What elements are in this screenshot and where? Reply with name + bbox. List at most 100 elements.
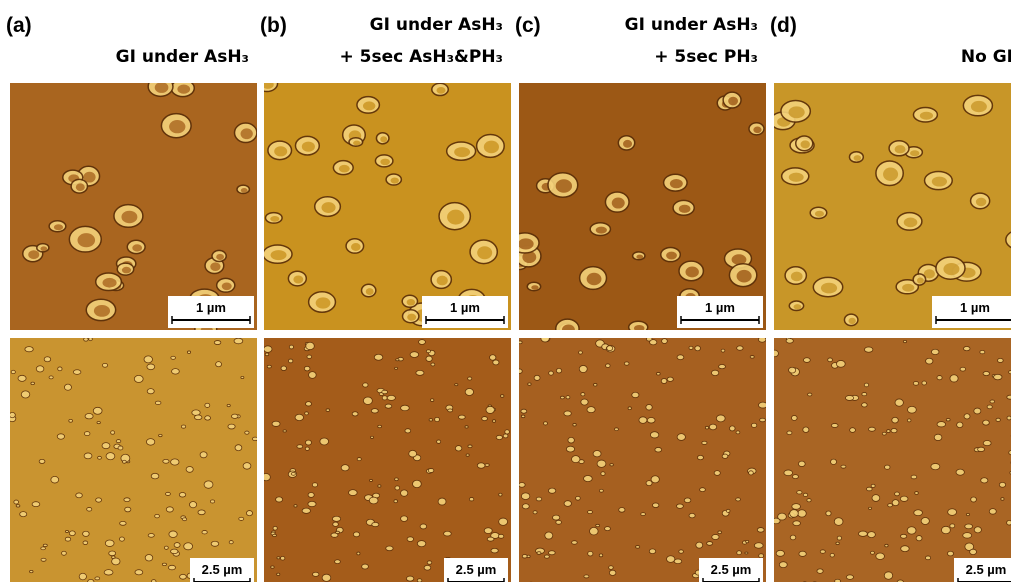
island <box>966 513 969 515</box>
island <box>336 531 340 533</box>
island <box>120 537 125 541</box>
island <box>179 492 185 497</box>
island <box>465 426 468 428</box>
island <box>978 447 985 451</box>
island <box>1007 416 1011 420</box>
island <box>746 540 749 542</box>
afm-image: 2.5 µm <box>9 337 258 582</box>
island <box>85 414 93 419</box>
island <box>112 558 120 565</box>
island <box>164 546 168 549</box>
island <box>276 497 283 502</box>
island-core <box>728 97 738 106</box>
island <box>134 375 143 382</box>
island-core <box>791 272 803 282</box>
island <box>963 533 972 539</box>
island-core <box>102 278 116 288</box>
island <box>420 524 427 529</box>
island-core <box>380 136 387 142</box>
island <box>395 367 398 369</box>
island <box>934 434 942 440</box>
island <box>836 542 839 544</box>
island <box>579 365 587 372</box>
island <box>349 490 358 496</box>
island <box>305 440 311 445</box>
island <box>887 430 890 433</box>
island <box>491 548 498 553</box>
island <box>718 531 722 534</box>
island <box>385 404 392 408</box>
island <box>758 402 767 408</box>
island <box>41 558 46 561</box>
island <box>98 456 102 459</box>
island <box>994 374 1002 379</box>
island <box>426 356 432 361</box>
island <box>593 451 601 457</box>
panel-label: (a) <box>6 14 32 37</box>
island-core <box>339 165 350 173</box>
island <box>499 518 508 525</box>
afm-image: 1 µm <box>511 83 766 338</box>
island <box>989 509 996 515</box>
island <box>901 546 909 552</box>
island <box>632 392 639 397</box>
island <box>468 445 472 448</box>
island <box>496 435 502 439</box>
island <box>231 414 238 418</box>
island <box>590 527 599 535</box>
island <box>297 445 303 449</box>
panel-title: + 5sec AsH₃&PH₃ <box>339 47 503 67</box>
island <box>409 450 417 457</box>
island <box>493 360 499 365</box>
island <box>581 393 585 396</box>
island <box>39 459 45 463</box>
island-core <box>316 297 331 308</box>
island <box>239 517 244 520</box>
island-core <box>854 155 862 161</box>
island <box>73 370 81 375</box>
island-core <box>518 238 534 249</box>
island <box>308 492 314 497</box>
island <box>294 505 297 507</box>
island <box>545 532 553 539</box>
island <box>826 511 831 516</box>
island <box>834 518 843 526</box>
island <box>363 397 372 404</box>
island <box>737 551 742 555</box>
island <box>601 472 605 476</box>
island <box>974 527 981 533</box>
island <box>572 456 580 463</box>
island <box>791 415 797 420</box>
island <box>987 405 992 409</box>
island <box>32 502 40 507</box>
island <box>430 399 433 402</box>
island <box>817 569 823 574</box>
island <box>395 478 399 481</box>
island <box>964 414 970 419</box>
island <box>362 564 369 569</box>
island <box>431 363 435 366</box>
island <box>790 535 796 540</box>
island-core <box>321 202 335 213</box>
island-core <box>155 82 169 93</box>
island <box>382 390 388 394</box>
island <box>65 537 70 541</box>
island-core <box>612 198 625 209</box>
island-core <box>821 283 837 294</box>
island <box>564 411 571 416</box>
island-core <box>917 277 924 283</box>
island-core <box>407 299 415 306</box>
island <box>485 464 489 467</box>
island <box>357 552 360 555</box>
island <box>792 504 801 510</box>
island <box>396 359 399 361</box>
island <box>536 497 542 501</box>
island-core <box>902 284 914 292</box>
island <box>353 532 359 537</box>
island <box>89 337 93 340</box>
island <box>885 465 890 469</box>
island-core <box>815 211 824 217</box>
island <box>599 489 603 492</box>
island <box>914 510 923 516</box>
island <box>758 337 766 342</box>
